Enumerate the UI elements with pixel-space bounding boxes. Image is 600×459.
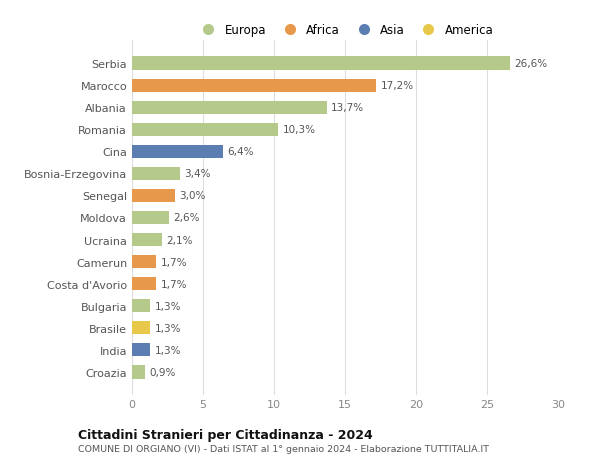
Bar (132, 146, 223, 159)
Text: 3,0%: 3,0% (179, 191, 205, 201)
Bar (132, 343, 151, 357)
Text: 1,7%: 1,7% (160, 257, 187, 267)
Bar (132, 256, 156, 269)
Legend: Europa, Africa, Asia, America: Europa, Africa, Asia, America (191, 19, 499, 41)
Bar (132, 365, 145, 379)
Text: 1,3%: 1,3% (155, 323, 181, 333)
Bar (132, 277, 156, 291)
Bar (132, 321, 151, 335)
Text: COMUNE DI ORGIANO (VI) - Dati ISTAT al 1° gennaio 2024 - Elaborazione TUTTITALIA: COMUNE DI ORGIANO (VI) - Dati ISTAT al 1… (78, 444, 489, 453)
Bar (132, 190, 175, 202)
Text: 26,6%: 26,6% (514, 59, 547, 69)
Text: 10,3%: 10,3% (283, 125, 316, 135)
Text: 2,6%: 2,6% (173, 213, 200, 223)
Text: 6,4%: 6,4% (227, 147, 254, 157)
Text: 0,9%: 0,9% (149, 367, 175, 377)
Bar (132, 299, 151, 313)
Bar (132, 57, 510, 71)
Text: 17,2%: 17,2% (380, 81, 413, 91)
Text: 1,7%: 1,7% (160, 279, 187, 289)
Text: Cittadini Stranieri per Cittadinanza - 2024: Cittadini Stranieri per Cittadinanza - 2… (78, 428, 373, 441)
Bar (132, 168, 180, 180)
Bar (132, 234, 162, 246)
Text: 3,4%: 3,4% (185, 169, 211, 179)
Text: 1,3%: 1,3% (155, 345, 181, 355)
Text: 13,7%: 13,7% (331, 103, 364, 113)
Bar (132, 79, 376, 93)
Bar (132, 101, 326, 115)
Text: 1,3%: 1,3% (155, 301, 181, 311)
Text: 2,1%: 2,1% (166, 235, 193, 245)
Bar (132, 212, 169, 224)
Bar (132, 123, 278, 137)
